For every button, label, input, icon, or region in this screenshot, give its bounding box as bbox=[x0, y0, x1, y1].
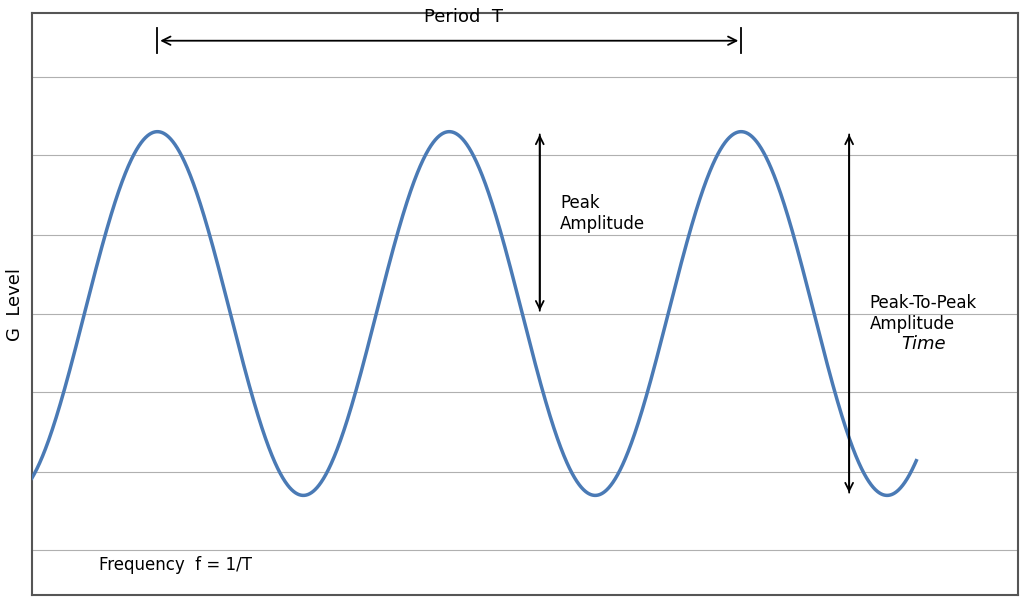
Text: Frequency  f = 1/T: Frequency f = 1/T bbox=[99, 555, 252, 573]
Text: Peak-To-Peak
Amplitude: Peak-To-Peak Amplitude bbox=[869, 294, 977, 333]
Y-axis label: G  Level: G Level bbox=[5, 268, 24, 341]
Text: Period  T: Period T bbox=[424, 8, 504, 26]
Text: Peak
Amplitude: Peak Amplitude bbox=[560, 194, 645, 233]
Text: Time: Time bbox=[901, 335, 945, 353]
